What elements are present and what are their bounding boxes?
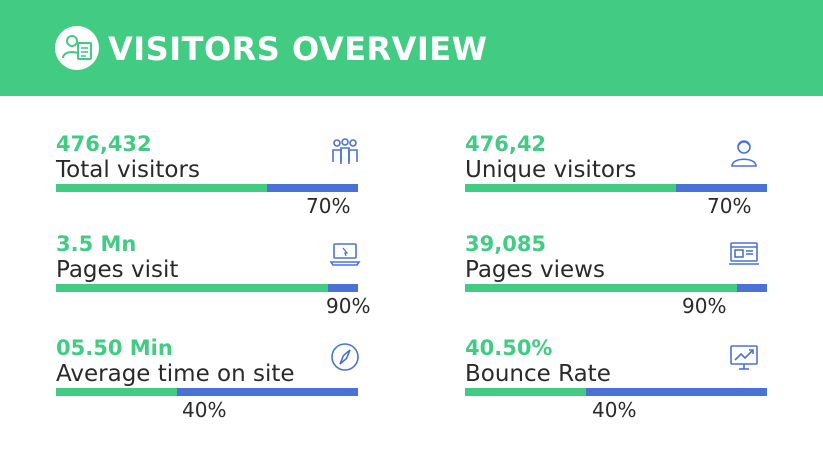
- stat-value: 3.5 Mn: [56, 232, 137, 256]
- group-icon: [328, 136, 362, 170]
- stat-value: 40.50%: [465, 336, 553, 360]
- progress-fill: [465, 284, 737, 292]
- stat-percent: 40%: [592, 398, 637, 422]
- stat-percent: 90%: [682, 294, 727, 318]
- progress-fill: [56, 284, 328, 292]
- stat-pages-views: 39,085 Pages views 90%: [465, 232, 771, 318]
- progress-bar: [465, 184, 767, 192]
- compass-icon: [328, 340, 362, 374]
- stat-total-visitors: 476,432 Total visitors 70%: [56, 132, 362, 218]
- stat-label: Total visitors: [56, 157, 200, 183]
- stat-label: Bounce Rate: [465, 361, 611, 387]
- user-checklist-icon: [55, 26, 99, 70]
- progress-fill: [56, 388, 177, 396]
- progress-bar: [56, 284, 358, 292]
- stat-label: Average time on site: [56, 361, 295, 387]
- stat-unique-visitors: 476,42 Unique visitors 70%: [465, 132, 771, 218]
- stat-label: Unique visitors: [465, 157, 637, 183]
- stat-percent: 70%: [707, 194, 752, 218]
- progress-bar: [56, 388, 358, 396]
- stat-pages-visit: 3.5 Mn Pages visit 90%: [56, 232, 370, 318]
- stat-percent: 70%: [306, 194, 351, 218]
- stat-value: 476,42: [465, 132, 547, 156]
- header-banner: VISITORS OVERVIEW: [0, 0, 823, 96]
- browser-window-icon: [727, 236, 761, 270]
- stat-label: Pages visit: [56, 257, 179, 283]
- user-icon: [727, 136, 761, 170]
- chart-monitor-icon: [727, 340, 761, 374]
- progress-fill: [465, 388, 586, 396]
- stat-value: 39,085: [465, 232, 547, 256]
- laptop-icon: [328, 236, 362, 270]
- progress-bar: [56, 184, 358, 192]
- stat-average-time: 05.50 Min Average time on site 40%: [56, 336, 362, 422]
- progress-bar: [465, 284, 767, 292]
- progress-fill: [465, 184, 677, 192]
- stat-bounce-rate: 40.50% Bounce Rate 40%: [465, 336, 771, 422]
- stat-value: 476,432: [56, 132, 152, 156]
- stat-label: Pages views: [465, 257, 605, 283]
- page-title: VISITORS OVERVIEW: [108, 30, 488, 68]
- stat-percent: 90%: [326, 294, 371, 318]
- progress-fill: [56, 184, 268, 192]
- stat-value: 05.50 Min: [56, 336, 173, 360]
- stat-percent: 40%: [182, 398, 227, 422]
- progress-bar: [465, 388, 767, 396]
